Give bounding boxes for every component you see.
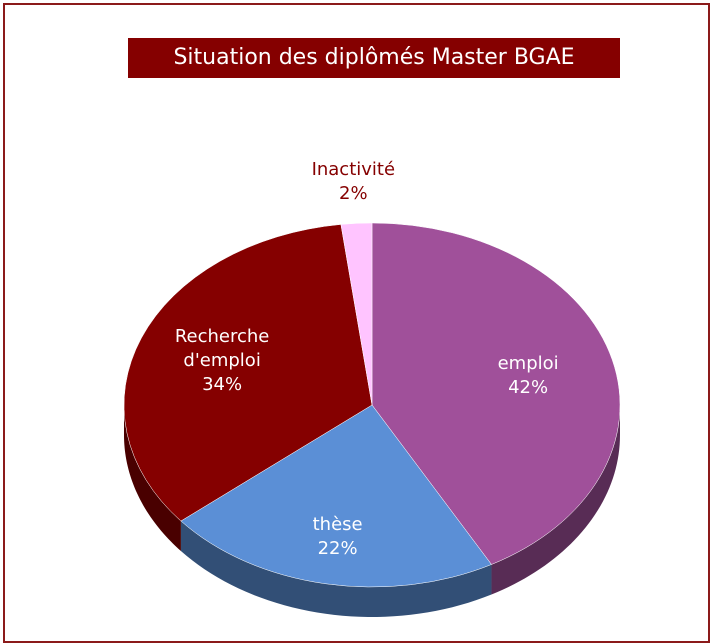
- chart-title: Situation des diplômés Master BGAE: [128, 38, 620, 78]
- value-label: 22%: [317, 538, 358, 560]
- slice-label: thèse 22%: [283, 513, 393, 561]
- slice-side: [124, 405, 181, 552]
- category-label: emploi: [497, 352, 559, 374]
- category-label: thèse: [312, 514, 363, 536]
- value-label: 34%: [202, 374, 243, 396]
- slice-label: Inactivité 2%: [298, 158, 408, 206]
- slice-label: Recherche d'emploi 34%: [167, 325, 277, 397]
- value-label: 2%: [339, 183, 368, 205]
- slice: [123, 224, 373, 522]
- slice-side: [491, 405, 620, 595]
- slice-side: [180, 521, 492, 617]
- slice-label: emploi 42%: [473, 352, 583, 400]
- slice: [371, 222, 621, 565]
- value-label: 42%: [508, 376, 549, 398]
- category-label: Recherche d'emploi: [174, 326, 270, 372]
- category-label: Inactivité: [311, 159, 396, 181]
- slice: [340, 222, 373, 406]
- slice: [180, 404, 492, 588]
